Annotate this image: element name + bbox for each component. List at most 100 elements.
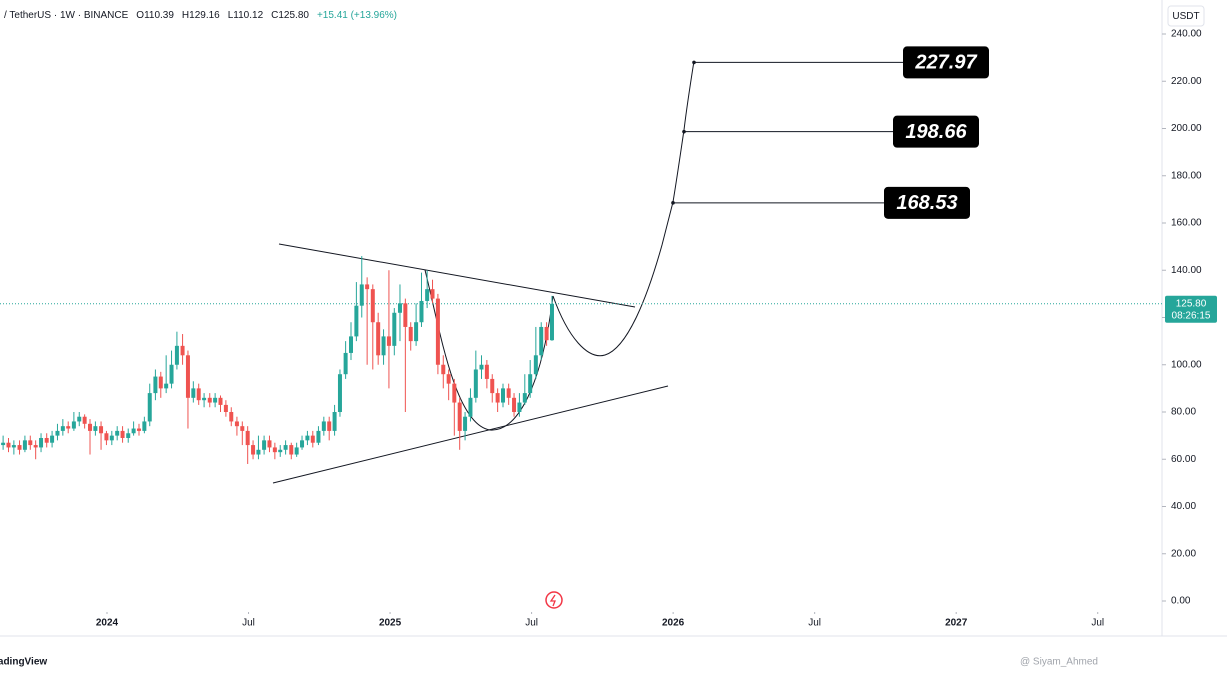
- candle-body: [66, 426, 71, 429]
- candle-body: [479, 364, 484, 370]
- candle-body: [397, 303, 402, 313]
- candle-body: [495, 393, 500, 403]
- ohlc-value: C125.80: [271, 10, 309, 21]
- candle-body: [33, 445, 38, 448]
- candle-body: [245, 430, 250, 446]
- candle-body: [88, 423, 93, 431]
- target-label: 198.66: [905, 121, 967, 143]
- candle-body: [223, 404, 228, 412]
- candle-body: [109, 435, 114, 441]
- candle-body: [310, 435, 315, 443]
- drawings: [272, 60, 695, 484]
- candle-body: [343, 352, 348, 375]
- candle-body: [473, 369, 478, 398]
- candle-body: [289, 445, 294, 455]
- candle-body: [234, 421, 239, 427]
- candle-body: [539, 326, 544, 356]
- candle-body: [262, 440, 267, 450]
- y-tick-label: 160.00: [1171, 218, 1202, 229]
- candle-body: [60, 426, 65, 431]
- candle-body: [468, 397, 473, 417]
- y-tick-label: 140.00: [1171, 265, 1202, 276]
- candle-body: [240, 426, 245, 431]
- ohlc-value: +15.41 (+13.96%): [317, 10, 397, 21]
- candle-body: [463, 416, 468, 431]
- y-tick-label: 180.00: [1171, 170, 1202, 181]
- candle-body: [136, 428, 141, 431]
- candle-body: [39, 437, 44, 448]
- candle-body: [376, 322, 381, 356]
- candle-body: [484, 364, 489, 379]
- candle-body: [1, 442, 6, 446]
- candle-body: [131, 428, 136, 434]
- event-icon-bolt: [549, 594, 556, 607]
- candle-body: [115, 430, 120, 436]
- candle-body: [337, 374, 342, 412]
- candle-body: [501, 388, 506, 403]
- candle-body: [370, 289, 375, 323]
- candle-body: [229, 412, 234, 422]
- currency-box: [1167, 5, 1205, 27]
- candle-body: [256, 449, 261, 455]
- symbol: / TetherUS · 1W · BINANCE: [4, 10, 129, 21]
- y-tick-label: 60.00: [1171, 454, 1196, 465]
- candle-body: [386, 336, 391, 346]
- candle-body: [174, 345, 179, 365]
- candle-body: [452, 383, 457, 403]
- candle-body: [549, 303, 554, 341]
- candle-body: [327, 421, 332, 431]
- candle-body: [305, 435, 310, 441]
- target-dot: [692, 60, 696, 65]
- x-tick-label: Jul: [808, 618, 821, 629]
- y-tick-label: 220.00: [1171, 76, 1202, 87]
- candle-body: [218, 397, 223, 405]
- candle-body: [153, 376, 158, 394]
- currency: USDT: [1172, 11, 1199, 22]
- candle-body: [126, 433, 131, 438]
- x-tick-label: Jul: [1091, 618, 1104, 629]
- candle-body: [147, 393, 152, 422]
- candle-body: [44, 437, 49, 443]
- candle-body: [202, 397, 207, 401]
- target-box: [893, 115, 979, 148]
- candle-body: [267, 440, 272, 448]
- candle-body: [55, 430, 60, 436]
- candle-body: [191, 388, 196, 398]
- candle-body: [544, 326, 549, 341]
- candle-body: [17, 445, 22, 450]
- candle-body: [446, 374, 451, 384]
- candle-body: [207, 397, 212, 403]
- last-price-label: 125.80: [1176, 298, 1207, 309]
- y-tick-label: 20.00: [1171, 548, 1196, 559]
- candle-body: [435, 298, 440, 365]
- candle-body: [71, 421, 76, 429]
- candle-body: [517, 402, 522, 412]
- header: / TetherUS · 1W · BINANCE O110.39 H129.16 L…: [4, 10, 397, 21]
- candle-body: [332, 412, 337, 431]
- y-tick-label: 0.00: [1171, 596, 1191, 607]
- candle-body: [522, 393, 527, 403]
- candle-body: [392, 312, 397, 346]
- candle-body: [22, 440, 27, 450]
- y-tick-label: 100.00: [1171, 359, 1202, 370]
- countdown: 08:26:15: [1172, 310, 1211, 321]
- candle-body: [180, 345, 185, 356]
- candle-body: [512, 397, 517, 412]
- candle-body: [528, 374, 533, 394]
- candle-body: [457, 402, 462, 431]
- candle-body: [349, 336, 354, 353]
- candle-body: [169, 364, 174, 384]
- last-price-tag: [1165, 295, 1217, 323]
- candle-body: [11, 445, 16, 448]
- candle-body: [316, 430, 321, 443]
- candle-body: [506, 388, 511, 398]
- candle-body: [430, 289, 435, 299]
- target-label: 227.97: [914, 52, 977, 74]
- projection-curve: [552, 60, 695, 357]
- watermark: @ Siyam_Ahmed: [1020, 657, 1098, 668]
- candle-body: [321, 421, 326, 431]
- candle-body: [82, 416, 87, 424]
- ohlc-value: H129.16: [182, 10, 220, 21]
- candle-body: [354, 305, 359, 337]
